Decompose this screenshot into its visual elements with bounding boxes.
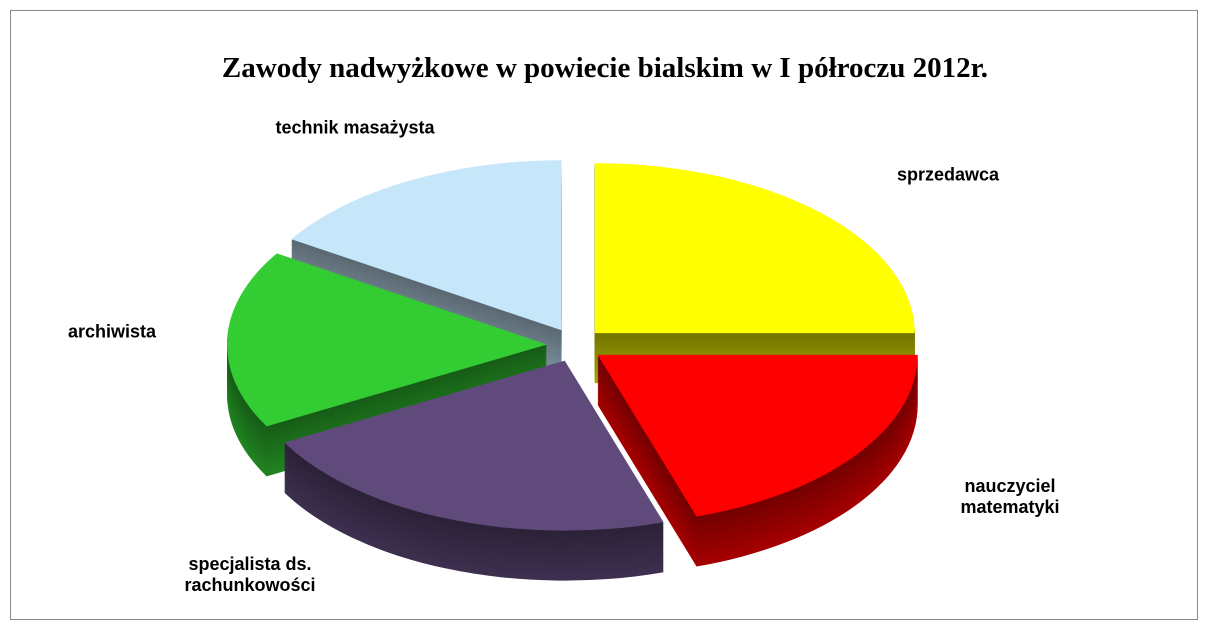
slice	[291, 160, 562, 331]
slice-label: sprzedawca	[896, 164, 1000, 185]
slice	[284, 360, 664, 531]
slice-label: specjalista ds. rachunkowości	[184, 554, 316, 595]
slice-label: nauczyciel matematyki	[960, 476, 1060, 517]
chart-title: Zawody nadwyżkowe w powiecie bialskim w …	[221, 52, 989, 84]
slice-label: archiwista	[67, 321, 157, 342]
chart-frame	[10, 10, 1198, 620]
slice-label: technik masażysta	[275, 117, 435, 138]
slice	[227, 253, 548, 427]
slice	[594, 163, 915, 334]
slice	[597, 354, 918, 517]
